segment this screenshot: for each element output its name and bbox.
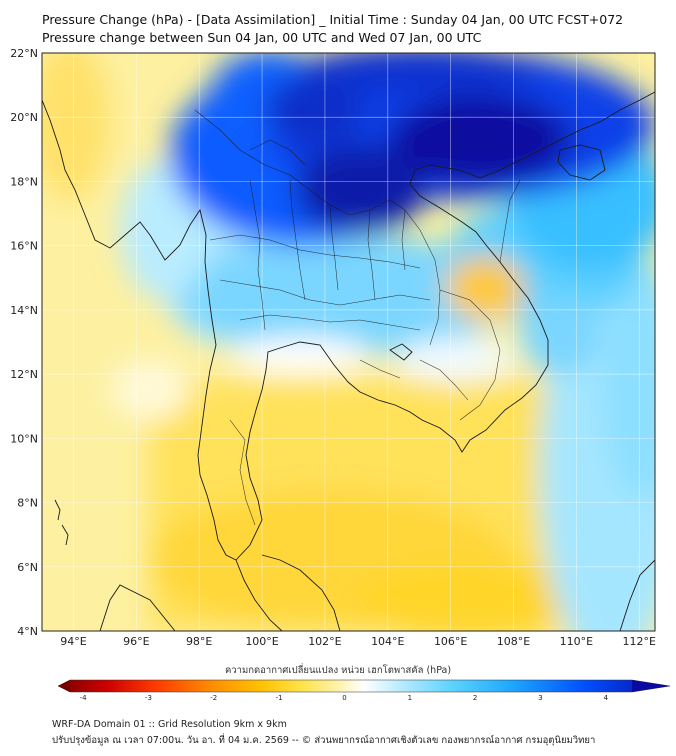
lon-label: 96°E bbox=[123, 635, 149, 648]
colorbar-tick-label: -2 bbox=[210, 694, 218, 702]
lon-label: 102°E bbox=[308, 635, 341, 648]
lon-label: 104°E bbox=[371, 635, 404, 648]
colorbar-tick-label: 0 bbox=[342, 694, 347, 702]
colorbar-tick-label: 2 bbox=[472, 694, 478, 702]
map-subtitle: Pressure change between Sun 04 Jan, 00 U… bbox=[42, 30, 482, 45]
lon-label: 98°E bbox=[186, 635, 212, 648]
map-title: Pressure Change (hPa) - [Data Assimilati… bbox=[42, 12, 624, 27]
colorbar bbox=[57, 679, 671, 693]
latitude-labels: 22°N 20°N 18°N 16°N 14°N 12°N 10°N 8°N 6°N 4°N bbox=[10, 47, 38, 638]
colorbar-tick-label: 1 bbox=[407, 694, 413, 702]
lat-label: 6°N bbox=[17, 561, 38, 574]
colorbar-tick-label: -1 bbox=[275, 694, 283, 702]
update-credit: ปรับปรุงข้อมูล ณ เวลา 07:00น. วัน อา. ที… bbox=[52, 735, 596, 746]
lat-label: 20°N bbox=[10, 111, 38, 124]
lat-label: 12°N bbox=[10, 368, 38, 381]
lat-label: 8°N bbox=[17, 497, 38, 510]
lat-label: 18°N bbox=[10, 175, 38, 188]
longitude-labels: 94°E 96°E 98°E 100°E 102°E 104°E 106°E 108°E 110… bbox=[60, 635, 656, 648]
lat-label: 14°N bbox=[10, 304, 38, 317]
lon-label: 112°E bbox=[623, 635, 656, 648]
colorbar-tick-label: 3 bbox=[538, 694, 543, 702]
map-frame bbox=[41, 52, 656, 632]
colorbar-min-arrow bbox=[58, 680, 70, 692]
coastline bbox=[42, 91, 655, 631]
lon-label: 94°E bbox=[60, 635, 86, 648]
lon-label: 108°E bbox=[497, 635, 530, 648]
lat-label: 16°N bbox=[10, 240, 38, 253]
pressure-field bbox=[42, 53, 655, 631]
province-borders bbox=[194, 109, 521, 526]
colorbar-gradient bbox=[57, 679, 671, 693]
colorbar-tick-label: -3 bbox=[144, 694, 152, 702]
colorbar-max-arrow bbox=[632, 680, 670, 692]
graticule bbox=[42, 53, 655, 631]
lat-label: 22°N bbox=[10, 47, 38, 60]
colorbar-tick-label: 4 bbox=[603, 694, 609, 702]
colorbar-title: ความกดอากาศเปลี่ยนแปลง หน่วย เฮกโตพาสคัล… bbox=[224, 665, 452, 676]
model-info: WRF-DA Domain 01 :: Grid Resolution 9km … bbox=[52, 719, 287, 730]
lon-label: 100°E bbox=[245, 635, 278, 648]
lon-label: 110°E bbox=[560, 635, 593, 648]
lat-label: 10°N bbox=[10, 432, 38, 445]
lat-label: 4°N bbox=[17, 625, 38, 638]
colorbar-tick-label: -4 bbox=[79, 694, 87, 702]
lon-label: 106°E bbox=[434, 635, 467, 648]
